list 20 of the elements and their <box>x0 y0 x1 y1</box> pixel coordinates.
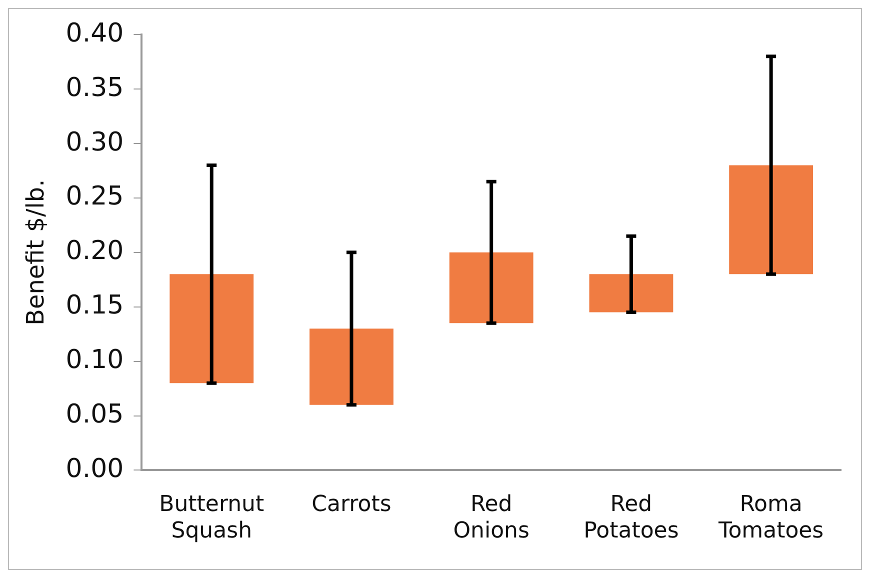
y-tick-label: 0.00 <box>66 454 124 484</box>
y-tick-label: 0.25 <box>66 182 124 212</box>
y-tick-label: 0.05 <box>66 400 124 430</box>
y-tick-label: 0.10 <box>66 345 124 376</box>
y-tick-label: 0.35 <box>66 72 124 103</box>
y-tick-label: 0.40 <box>66 18 124 48</box>
y-tick-label: 0.30 <box>66 127 124 158</box>
y-tick-label: 0.20 <box>66 236 124 266</box>
x-tick-label: Carrots <box>312 492 392 518</box>
y-tick-label: 0.15 <box>66 290 124 321</box>
x-tick-label: Roma Tomatoes <box>717 492 824 544</box>
bar <box>170 274 254 384</box>
x-tick-label: Red Onions <box>453 492 530 544</box>
bar <box>310 328 394 405</box>
bar <box>729 165 814 274</box>
y-axis-title: Benefit $/lb. <box>22 179 50 326</box>
bar <box>589 274 674 312</box>
x-tick-label: Red Potatoes <box>584 492 679 544</box>
x-tick-label: Butternut Squash <box>159 492 264 544</box>
bar <box>449 252 534 324</box>
